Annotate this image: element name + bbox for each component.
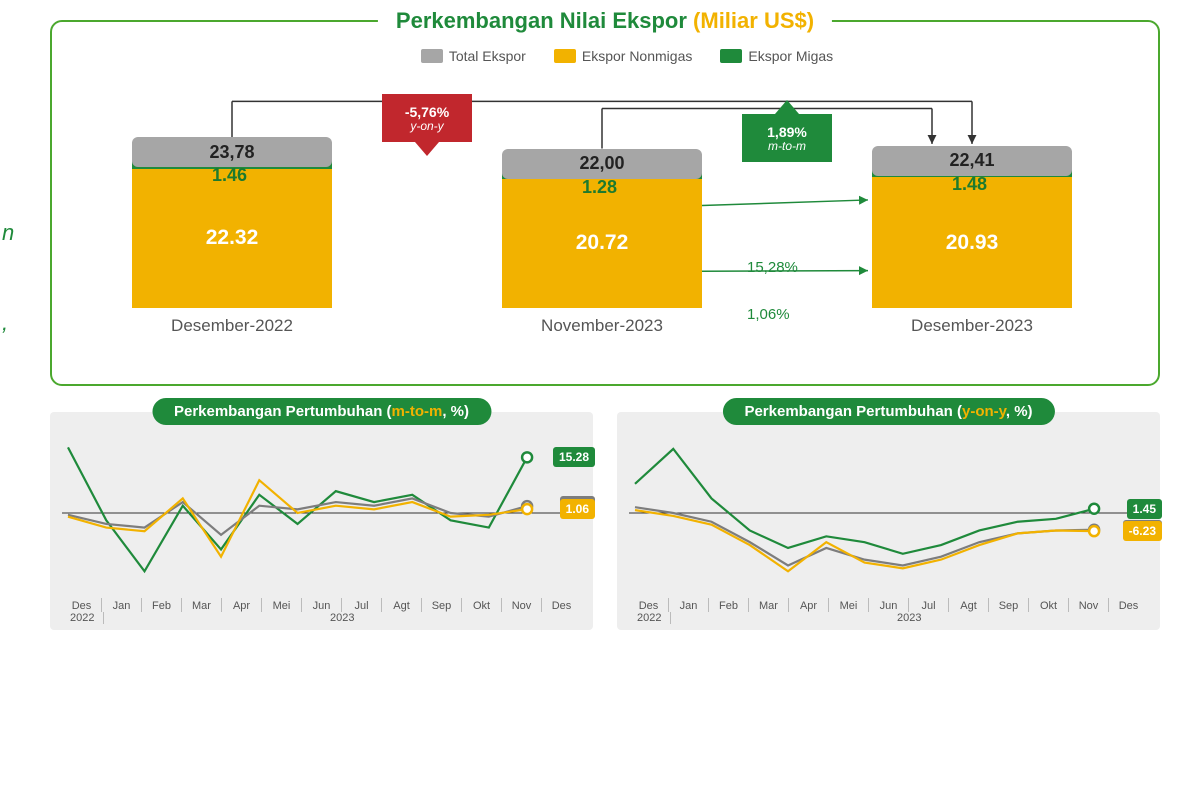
total-pill-dec22: 23,78 — [132, 137, 332, 167]
mtom-title: Perkembangan Pertumbuhan (m-to-m, %) — [152, 398, 491, 425]
mtom-callout: 1,89% m-to-m — [742, 114, 832, 162]
bar-label-nov23: November-2023 — [502, 316, 702, 336]
month-tick: Jan — [101, 598, 141, 612]
month-tick: Nov — [1068, 598, 1108, 612]
migas-growth-pct: 15,28% — [747, 259, 798, 276]
month-tick: Mei — [828, 598, 868, 612]
bar-label-dec22: Desember-2022 — [132, 316, 332, 336]
legend-nonmigas-label: Ekspor Nonmigas — [582, 48, 693, 64]
yoy-growth-chart: Perkembangan Pertumbuhan (y-on-y, %) Des… — [617, 412, 1160, 630]
month-tick: Mar — [181, 598, 221, 612]
month-tick: Jun — [868, 598, 908, 612]
month-tick: Feb — [141, 598, 181, 612]
month-tick: Des — [1108, 598, 1148, 612]
month-tick: Sep — [421, 598, 461, 612]
month-tick: Jul — [341, 598, 381, 612]
mtom-year-2023: 2023 — [104, 612, 581, 624]
legend-total: Total Ekspor — [421, 48, 526, 64]
month-tick: Des — [541, 598, 581, 612]
yoy-xaxis: DesJanFebMarAprMeiJunJulAgtSepOktNovDes — [629, 598, 1148, 612]
month-tick: Apr — [221, 598, 261, 612]
month-tick: Agt — [381, 598, 421, 612]
title-main: Perkembangan Nilai Ekspor — [396, 8, 687, 33]
month-tick: Apr — [788, 598, 828, 612]
yoy-title-em: y-on-y — [962, 403, 1006, 420]
yoy-title-a: Perkembangan Pertumbuhan ( — [744, 403, 962, 420]
yoy-sub: y-on-y — [386, 120, 468, 134]
yoy-value: -5,76% — [386, 104, 468, 120]
yoy-year-2022: 2022 — [629, 612, 671, 624]
month-tick: Jul — [908, 598, 948, 612]
mtom-xaxis: DesJanFebMarAprMeiJunJulAgtSepOktNovDes — [62, 598, 581, 612]
yoy-plot — [629, 426, 1148, 596]
month-tick: Jun — [301, 598, 341, 612]
yoy-title: Perkembangan Pertumbuhan (y-on-y, %) — [722, 398, 1054, 425]
migas-label-dec22: 1.46 — [212, 165, 247, 186]
cropped-text-1: n — [2, 220, 14, 246]
swatch-total — [421, 49, 443, 63]
export-value-panel: Perkembangan Nilai Ekspor (Miliar US$) T… — [50, 20, 1160, 386]
total-pill-nov23: 22,00 — [502, 149, 702, 179]
month-tick: Des — [62, 598, 101, 612]
bar-nonmigas-nov23: 20.72 — [502, 179, 702, 309]
legend-total-label: Total Ekspor — [449, 48, 526, 64]
month-tick: Agt — [948, 598, 988, 612]
end-badge: -6.23 — [1123, 521, 1162, 541]
title-unit: (Miliar US$) — [693, 8, 814, 33]
swatch-nonmigas — [554, 49, 576, 63]
month-tick: Feb — [708, 598, 748, 612]
month-tick: Mei — [261, 598, 301, 612]
month-tick: Des — [629, 598, 668, 612]
end-badge: 15.28 — [553, 447, 595, 467]
bar-label-dec23: Desember-2023 — [872, 316, 1072, 336]
mtom-title-a: Perkembangan Pertumbuhan ( — [174, 403, 392, 420]
mtom-title-b: , %) — [442, 403, 469, 420]
month-tick: Okt — [461, 598, 501, 612]
bar-nonmigas-dec22: 22.32 — [132, 169, 332, 309]
yoy-callout: -5,76% y-on-y — [382, 94, 472, 142]
mtom-year-2022: 2022 — [62, 612, 104, 624]
migas-label-dec23: 1.48 — [952, 174, 987, 195]
mtom-plot — [62, 426, 581, 596]
month-tick: Sep — [988, 598, 1028, 612]
nonmigas-growth-pct: 1,06% — [747, 306, 790, 323]
bar-nonmigas-dec23: 20.93 — [872, 177, 1072, 308]
end-badge: 1.45 — [1127, 499, 1162, 519]
mtom-year-row: 2022 2023 — [62, 612, 581, 624]
yoy-year-row: 2022 2023 — [629, 612, 1148, 624]
migas-label-nov23: 1.28 — [582, 177, 617, 198]
month-tick: Okt — [1028, 598, 1068, 612]
total-pill-dec23: 22,41 — [872, 146, 1072, 176]
legend-migas-label: Ekspor Migas — [748, 48, 833, 64]
mtom-value: 1,89% — [746, 124, 828, 140]
month-tick: Nov — [501, 598, 541, 612]
cropped-text-2: , — [2, 310, 8, 336]
legend-migas: Ekspor Migas — [720, 48, 833, 64]
bar-chart-area: -5,76% y-on-y 1,89% m-to-m 15,28% 1,06% … — [132, 94, 1122, 364]
mtom-sub: m-to-m — [746, 140, 828, 154]
mtom-title-em: m-to-m — [392, 403, 443, 420]
month-tick: Jan — [668, 598, 708, 612]
legend: Total Ekspor Ekspor Nonmigas Ekspor Miga… — [132, 48, 1122, 64]
bottom-row: Perkembangan Pertumbuhan (m-to-m, %) Des… — [50, 412, 1160, 630]
mtom-growth-chart: Perkembangan Pertumbuhan (m-to-m, %) Des… — [50, 412, 593, 630]
panel-title: Perkembangan Nilai Ekspor (Miliar US$) — [378, 8, 832, 34]
yoy-title-b: , %) — [1006, 403, 1033, 420]
swatch-migas — [720, 49, 742, 63]
end-badge: 1.06 — [560, 499, 595, 519]
legend-nonmigas: Ekspor Nonmigas — [554, 48, 693, 64]
month-tick: Mar — [748, 598, 788, 612]
yoy-year-2023: 2023 — [671, 612, 1148, 624]
